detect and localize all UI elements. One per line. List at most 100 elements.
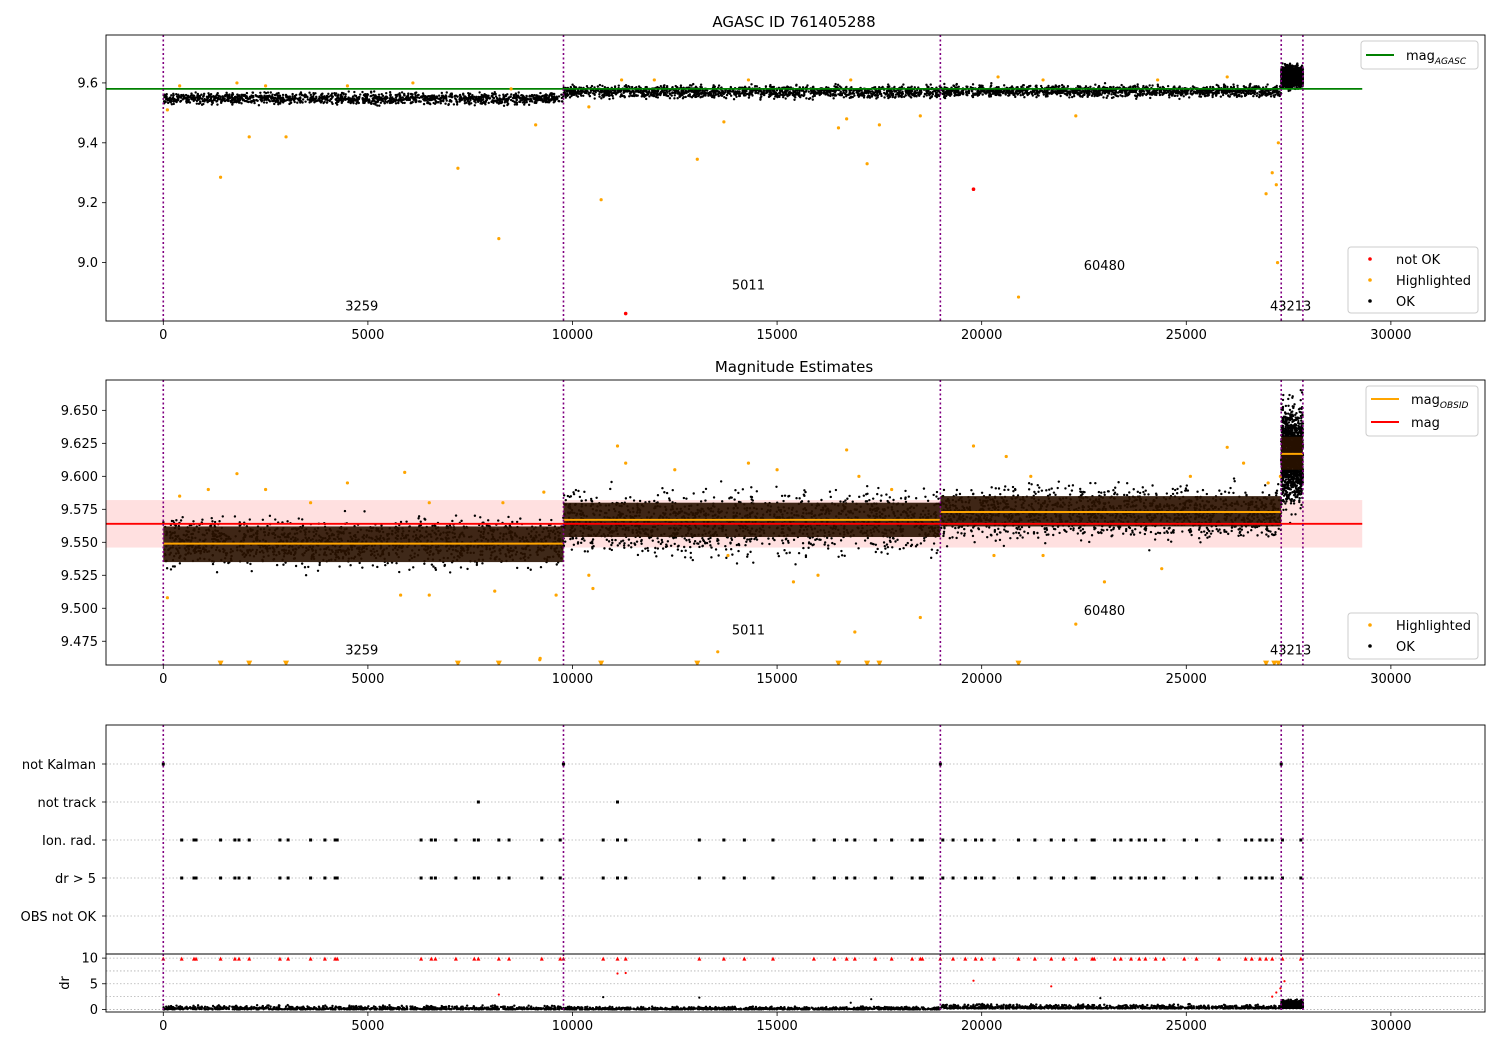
ok-point — [1258, 93, 1261, 96]
ok-point — [954, 91, 958, 94]
ok-point — [1063, 92, 1066, 95]
ok-point — [989, 84, 993, 87]
ok-point — [961, 89, 964, 92]
ok-point — [1250, 89, 1253, 93]
ok-point — [928, 97, 932, 100]
ok-point — [1169, 93, 1173, 96]
ok-point — [1034, 85, 1037, 88]
ok-point — [1214, 91, 1217, 94]
ok-point — [894, 93, 898, 96]
ok-point — [1242, 91, 1245, 95]
ok-point — [439, 99, 442, 103]
ok-point — [1265, 85, 1268, 89]
ok-point — [236, 96, 239, 99]
ok-point — [778, 95, 781, 99]
ok-point — [1229, 93, 1232, 96]
ok-point — [654, 90, 657, 93]
ok-point — [1119, 94, 1122, 97]
ok-point — [281, 93, 285, 97]
ok-point — [1074, 91, 1077, 95]
ok-point — [374, 95, 377, 98]
ok-point — [259, 91, 262, 94]
ok-point — [580, 94, 583, 97]
ok-point — [561, 100, 564, 103]
ok-point — [245, 95, 248, 98]
ok-point — [833, 90, 837, 93]
ok-point — [542, 100, 545, 103]
ok-point — [834, 82, 837, 86]
ok-point — [169, 98, 172, 101]
ok-point — [493, 91, 496, 94]
ok-point — [712, 94, 716, 98]
ok-point — [860, 93, 864, 96]
ok-point — [389, 93, 392, 97]
ok-point — [1203, 94, 1207, 98]
ok-point — [656, 96, 660, 99]
ok-point — [384, 99, 387, 103]
ok-point — [205, 98, 209, 101]
ok-point — [562, 95, 565, 98]
ok-point — [370, 102, 373, 106]
ok-point — [557, 99, 560, 103]
ok-point — [800, 89, 804, 92]
ok-point — [578, 90, 581, 93]
ok-point — [1191, 85, 1195, 88]
ok-point — [471, 93, 474, 97]
ok-point — [603, 85, 607, 89]
ok-point — [209, 98, 212, 102]
ok-point — [277, 101, 280, 104]
ok-point — [999, 94, 1002, 97]
ok-point — [651, 90, 654, 93]
ok-point — [900, 85, 904, 88]
ok-point — [1055, 90, 1059, 93]
ok-point — [203, 97, 206, 101]
ok-point — [350, 100, 353, 104]
ok-point — [910, 96, 913, 99]
ok-point — [635, 86, 638, 89]
ok-point — [735, 95, 738, 98]
ok-point — [482, 94, 486, 97]
ok-point — [533, 100, 537, 104]
ok-point — [166, 99, 169, 102]
ok-point — [804, 90, 808, 93]
ok-point — [1043, 90, 1047, 94]
ok-point — [403, 92, 406, 96]
ok-point — [1020, 85, 1023, 88]
ok-point — [1023, 95, 1026, 99]
ok-point — [770, 86, 773, 89]
ok-point — [931, 90, 935, 93]
ok-point — [668, 97, 672, 100]
ok-point — [288, 102, 291, 106]
ok-point — [831, 93, 835, 96]
ok-point — [1042, 93, 1046, 96]
ok-point — [757, 90, 761, 93]
ok-point — [607, 91, 611, 94]
ok-point — [1061, 91, 1064, 94]
ok-point — [239, 96, 242, 100]
ok-point — [809, 96, 812, 100]
ok-point — [741, 91, 744, 95]
ok-point — [965, 93, 968, 96]
ok-point — [216, 103, 219, 106]
ok-point — [598, 95, 601, 98]
ok-point — [179, 96, 183, 99]
ok-point — [415, 100, 418, 103]
ok-point — [470, 102, 473, 105]
ok-point — [798, 94, 801, 97]
ok-point — [522, 96, 526, 100]
ok-point — [398, 94, 402, 97]
ok-point — [527, 98, 530, 101]
ok-point — [1233, 94, 1236, 97]
ok-point — [182, 94, 186, 98]
ok-point — [398, 98, 401, 101]
ok-point — [617, 84, 620, 87]
ok-point — [886, 85, 889, 89]
ok-point — [442, 97, 445, 100]
ok-point — [172, 92, 175, 95]
ok-point — [713, 96, 716, 99]
ok-point — [760, 95, 763, 98]
ok-point — [812, 91, 816, 95]
ok-point — [208, 95, 211, 98]
ok-point — [816, 92, 819, 95]
ok-point — [180, 93, 183, 97]
